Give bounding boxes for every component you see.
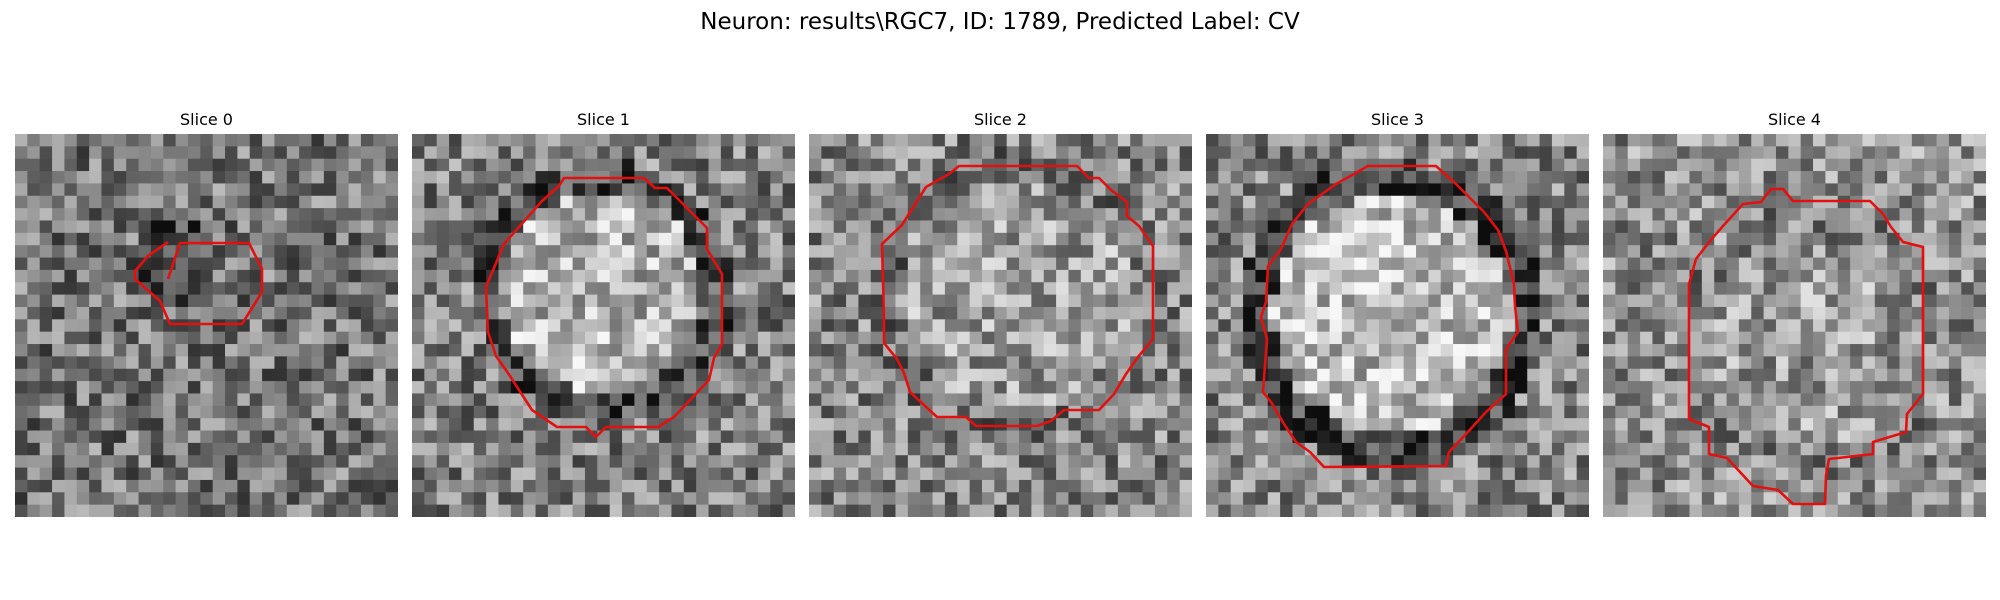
slice-panel-0: Slice 0 xyxy=(15,110,398,517)
slice-title: Slice 1 xyxy=(577,110,630,129)
slice-panel-4: Slice 4 xyxy=(1603,110,1986,517)
slice-image-3 xyxy=(1206,134,1589,517)
slice-image-1 xyxy=(412,134,795,517)
slice-title: Slice 2 xyxy=(974,110,1027,129)
grayscale-micrograph xyxy=(1603,134,1986,517)
segmentation-contour xyxy=(1687,187,1925,506)
slice-title: Slice 0 xyxy=(180,110,233,129)
grayscale-micrograph xyxy=(15,134,398,517)
slice-image-0 xyxy=(15,134,398,517)
figure-title: Neuron: results\RGC7, ID: 1789, Predicte… xyxy=(700,9,1300,35)
grayscale-micrograph xyxy=(412,134,795,517)
slice-panel-2: Slice 2 xyxy=(809,110,1192,517)
slice-panel-1: Slice 1 xyxy=(412,110,795,517)
slice-image-4 xyxy=(1603,134,1986,517)
slice-title: Slice 3 xyxy=(1371,110,1424,129)
grayscale-micrograph xyxy=(1206,134,1589,517)
slice-image-2 xyxy=(809,134,1192,517)
segmentation-contour xyxy=(133,240,264,326)
grayscale-micrograph xyxy=(809,134,1192,517)
segmentation-contour xyxy=(880,164,1155,428)
segmentation-contour xyxy=(1259,164,1520,469)
segmentation-contour xyxy=(484,176,724,439)
slice-title: Slice 4 xyxy=(1768,110,1821,129)
slice-panel-3: Slice 3 xyxy=(1206,110,1589,517)
